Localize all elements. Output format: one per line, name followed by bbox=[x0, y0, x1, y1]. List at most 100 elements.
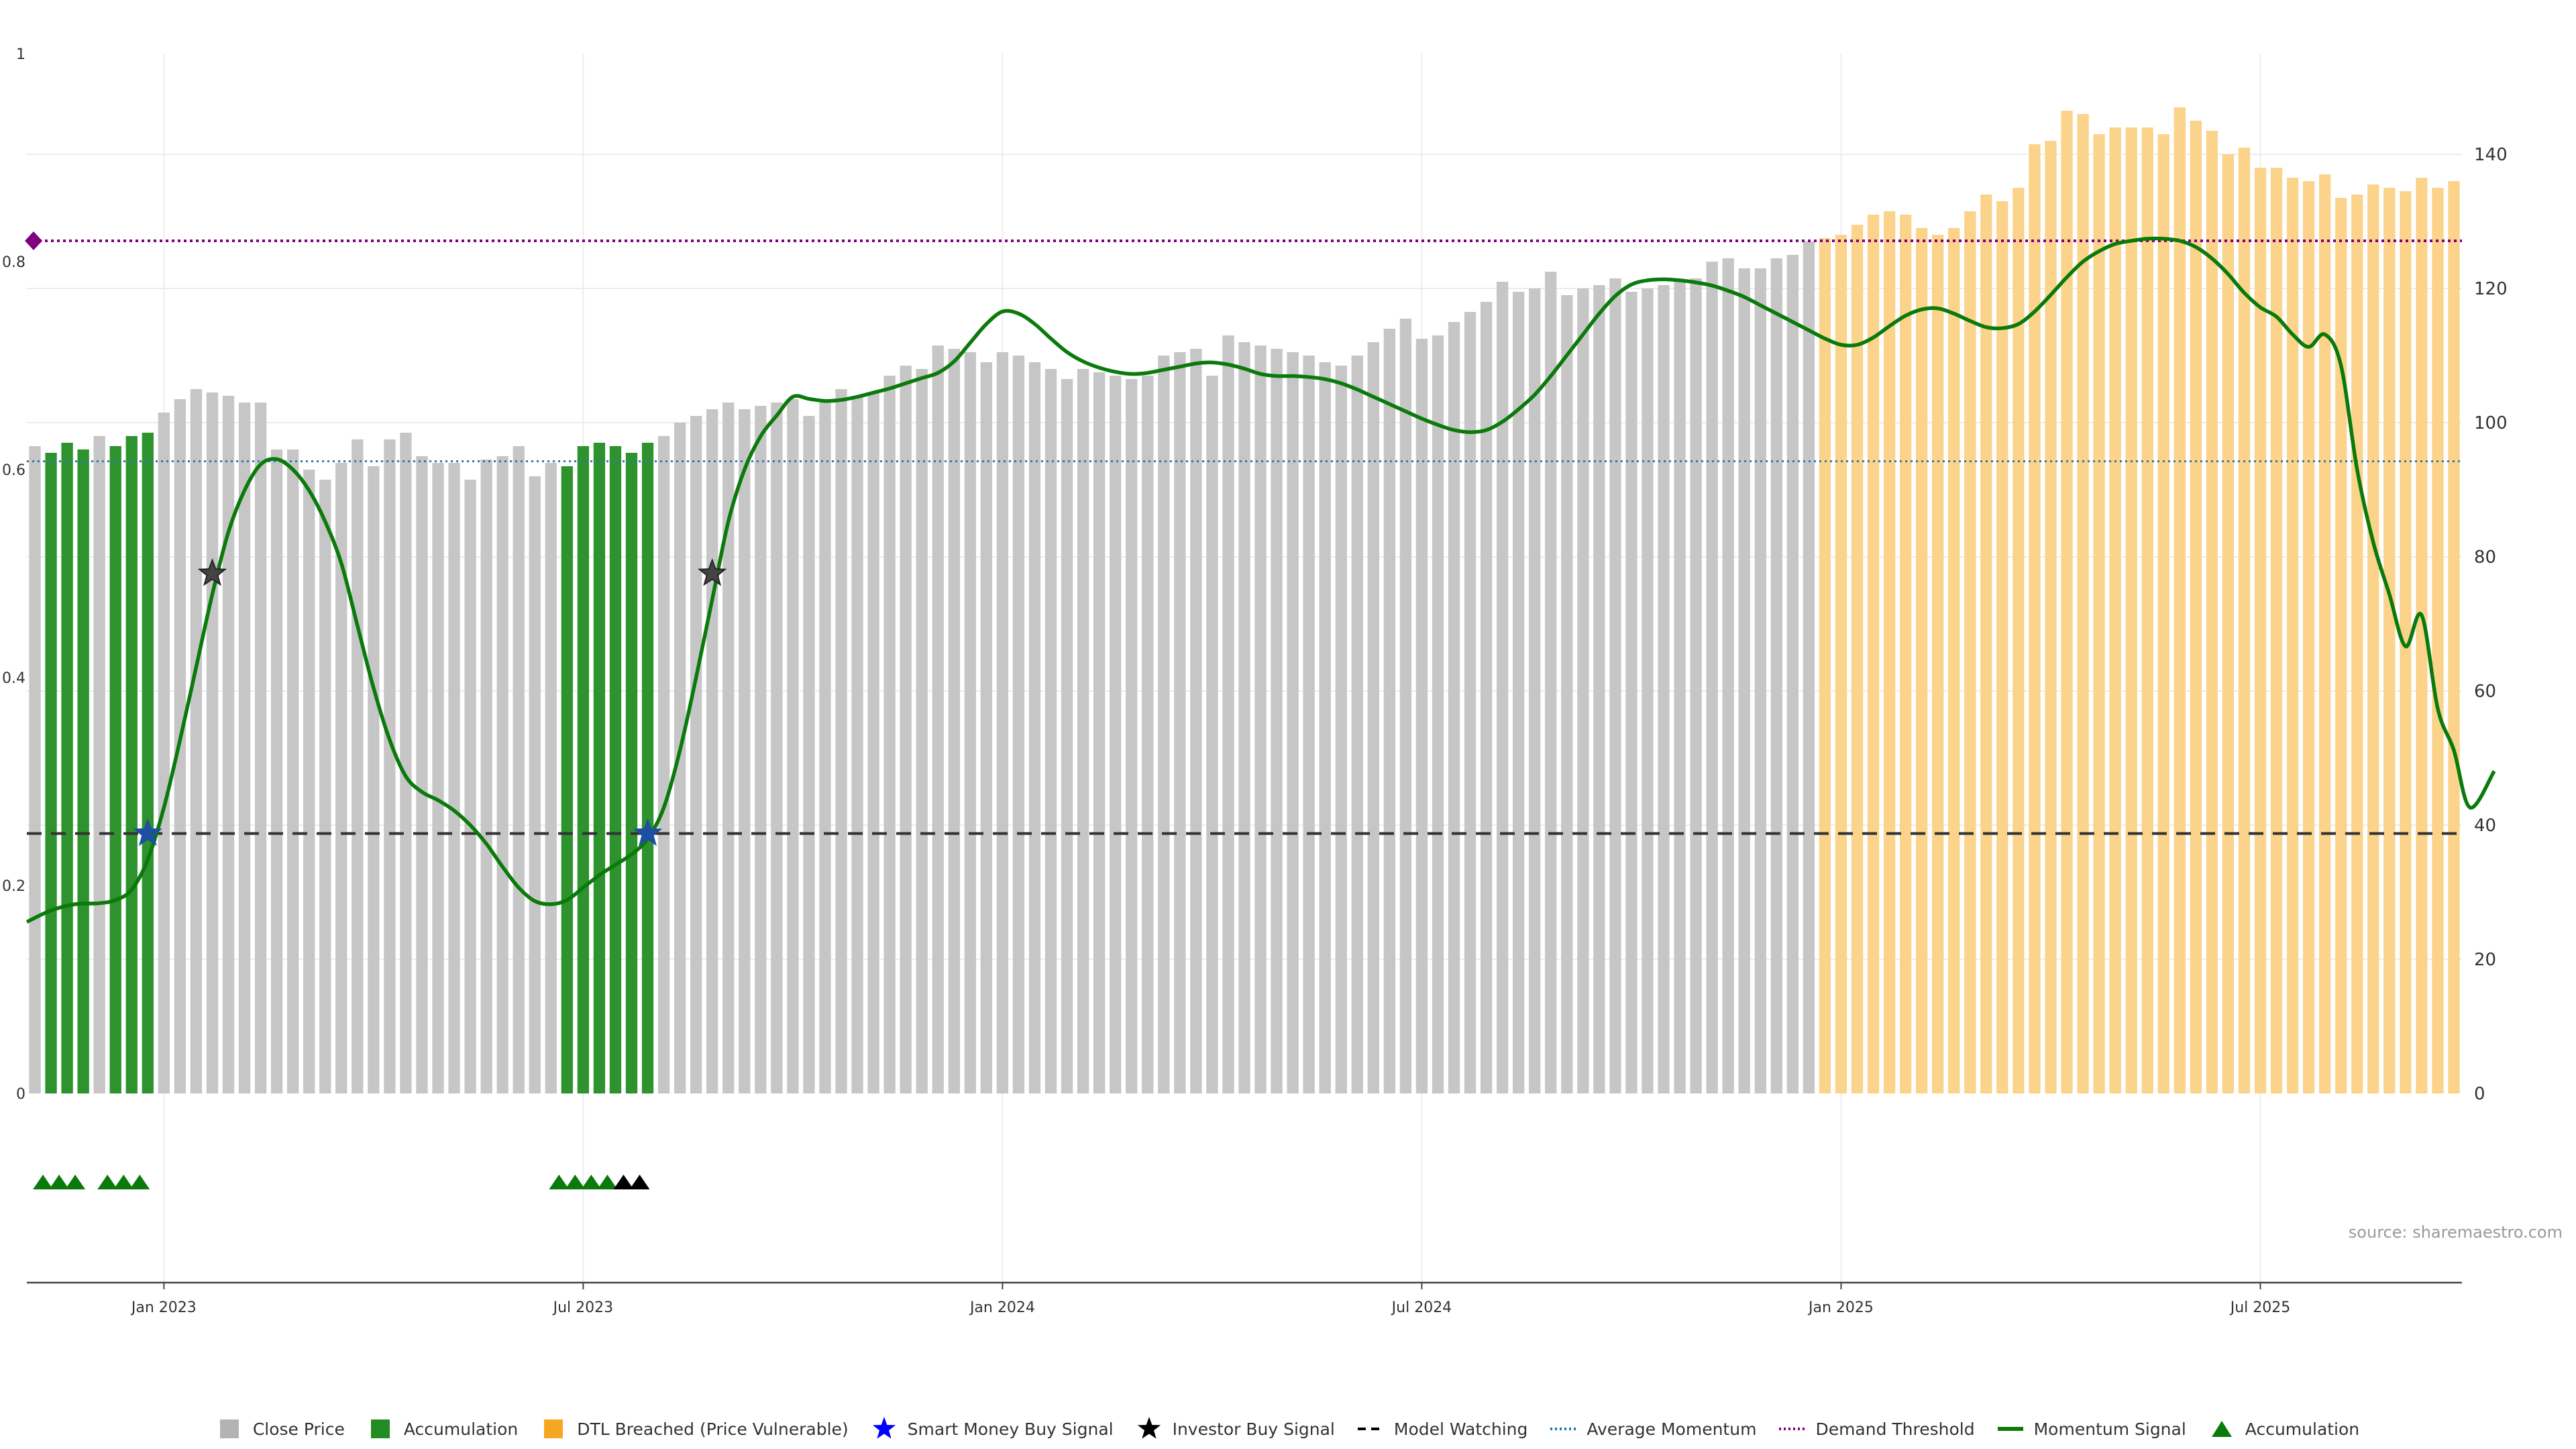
legend-label: Model Watching bbox=[1393, 1419, 1528, 1439]
price-bar-accumulation bbox=[625, 453, 638, 1093]
price-bar-close bbox=[287, 449, 299, 1093]
price-bar-close bbox=[270, 449, 283, 1093]
price-bar-dtl bbox=[2238, 148, 2251, 1093]
price-bar-close bbox=[867, 392, 879, 1093]
legend-item: Smart Money Buy Signal bbox=[871, 1416, 1114, 1439]
price-bar-accumulation bbox=[561, 466, 573, 1093]
legend-label: Close Price bbox=[252, 1419, 345, 1439]
price-bar-close bbox=[948, 349, 960, 1093]
price-bar-close bbox=[1738, 268, 1750, 1093]
price-bar-dtl bbox=[2222, 154, 2235, 1093]
price-bar-dtl bbox=[1883, 211, 1896, 1093]
price-bar-close bbox=[416, 456, 428, 1093]
price-bar-close bbox=[739, 409, 751, 1093]
signal-markers bbox=[33, 558, 727, 1189]
price-bar-close bbox=[690, 416, 702, 1093]
legend-item: DTL Breached (Price Vulnerable) bbox=[541, 1419, 849, 1439]
price-bar-close bbox=[1706, 262, 1718, 1093]
right-tick-label: 60 bbox=[2474, 682, 2496, 702]
right-tick-label: 0 bbox=[2474, 1084, 2485, 1104]
dotted-blue-line-icon bbox=[1550, 1419, 1576, 1439]
price-bar-close bbox=[1786, 255, 1799, 1093]
price-bar-close bbox=[722, 402, 735, 1093]
legend-item: Average Momentum bbox=[1550, 1419, 1756, 1439]
price-bar-close bbox=[1529, 288, 1541, 1093]
price-bar-dtl bbox=[2351, 195, 2363, 1093]
price-bar-close bbox=[529, 476, 541, 1093]
price-bar-dtl bbox=[1835, 235, 1847, 1093]
price-bar-close bbox=[545, 463, 557, 1093]
price-bar-close bbox=[222, 396, 235, 1093]
price-bar-dtl bbox=[1851, 225, 1864, 1093]
price-bar-dtl bbox=[2270, 168, 2283, 1093]
price-bar-dtl bbox=[2125, 127, 2137, 1093]
x-tick-label: Jan 2024 bbox=[969, 1299, 1035, 1316]
price-bar-close bbox=[1287, 352, 1299, 1093]
price-bar-accumulation bbox=[593, 443, 606, 1093]
price-bar-dtl bbox=[2061, 111, 2073, 1093]
accumulation-triangle bbox=[49, 1175, 70, 1189]
x-tick-label: Jul 2025 bbox=[2229, 1299, 2291, 1316]
price-bar-close bbox=[1674, 282, 1686, 1093]
legend-label: Accumulation bbox=[403, 1419, 519, 1439]
legend-label: Momentum Signal bbox=[2033, 1419, 2186, 1439]
price-bar-dtl bbox=[2190, 121, 2202, 1093]
price-bar-dtl bbox=[2029, 144, 2041, 1093]
price-bar-close bbox=[432, 463, 444, 1093]
price-bar-close bbox=[1206, 376, 1218, 1093]
price-bar-close bbox=[190, 389, 203, 1093]
price-bar-close bbox=[1271, 349, 1283, 1093]
price-bar-close bbox=[93, 436, 105, 1093]
price-bar-close bbox=[319, 480, 331, 1093]
price-bar-close bbox=[819, 399, 831, 1093]
price-bar-close bbox=[1158, 356, 1170, 1093]
price-bar-dtl bbox=[1948, 228, 1960, 1093]
price-bar-accumulation bbox=[577, 446, 590, 1093]
dashed-line-icon bbox=[1357, 1419, 1383, 1439]
price-bar-dtl bbox=[2157, 134, 2169, 1093]
left-tick-label: 0.2 bbox=[2, 878, 25, 895]
price-bar-close bbox=[206, 392, 219, 1093]
accumulation-triangle bbox=[97, 1175, 118, 1189]
green-square-icon bbox=[368, 1419, 393, 1439]
price-bar-accumulation bbox=[61, 443, 73, 1093]
price-bar-close bbox=[303, 470, 315, 1093]
price-bar-dtl bbox=[2254, 168, 2267, 1093]
price-bar-close bbox=[1448, 322, 1460, 1093]
left-tick-label: 0.4 bbox=[2, 670, 25, 687]
legend-item: Accumulation bbox=[2209, 1419, 2359, 1439]
price-bar-dtl bbox=[2286, 178, 2299, 1093]
price-bar-close bbox=[1415, 339, 1428, 1093]
left-tick-label: 0.6 bbox=[2, 462, 25, 479]
price-bar-close bbox=[1770, 258, 1782, 1093]
price-bar-close bbox=[1174, 352, 1186, 1093]
price-bar-close bbox=[1110, 376, 1122, 1093]
x-tick-label: Jan 2023 bbox=[130, 1299, 197, 1316]
accumulation-triangle bbox=[565, 1175, 586, 1189]
price-bar-close bbox=[916, 369, 928, 1093]
investor-buy-signal bbox=[697, 558, 727, 586]
price-bar-dtl bbox=[2174, 107, 2186, 1093]
legend-label: Investor Buy Signal bbox=[1172, 1419, 1335, 1439]
demand-threshold-marker bbox=[25, 231, 42, 250]
price-bar-close bbox=[1126, 379, 1138, 1093]
accumulation-triangle bbox=[581, 1175, 602, 1189]
right-tick-label: 120 bbox=[2474, 279, 2508, 299]
price-bar-close bbox=[1142, 376, 1154, 1093]
price-bar-close bbox=[1383, 329, 1396, 1093]
price-bar-dtl bbox=[1899, 215, 1912, 1093]
price-bar-dtl bbox=[1996, 201, 2008, 1093]
reference-lines bbox=[25, 231, 2462, 835]
price-bar-close bbox=[1577, 288, 1589, 1093]
green-triangle-icon bbox=[2209, 1419, 2235, 1439]
price-bar-dtl bbox=[2448, 181, 2460, 1093]
x-tick-label: Jan 2025 bbox=[1807, 1299, 1874, 1316]
price-bar-close bbox=[1351, 356, 1363, 1093]
price-bar-close bbox=[254, 402, 267, 1093]
price-bar-close bbox=[1061, 379, 1073, 1093]
price-bar-close bbox=[1754, 268, 1766, 1093]
price-bar-dtl bbox=[2383, 188, 2396, 1093]
price-bar-close bbox=[1028, 362, 1041, 1093]
price-bar-close bbox=[1609, 278, 1621, 1093]
